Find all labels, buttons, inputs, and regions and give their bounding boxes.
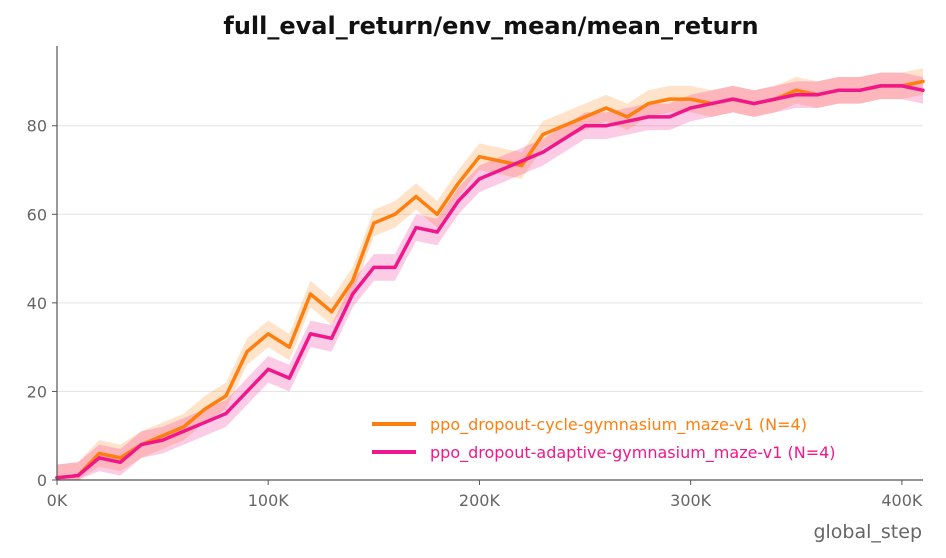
data-point	[604, 124, 608, 128]
y-tick-label: 40	[27, 294, 47, 313]
data-point	[625, 115, 629, 119]
data-point	[541, 150, 545, 154]
legend-label-0: ppo_dropout-cycle-gymnasium_maze-v1 (N=4…	[430, 415, 807, 435]
data-point	[182, 425, 186, 429]
data-point	[667, 115, 672, 119]
data-point	[625, 119, 629, 123]
data-point	[414, 225, 418, 230]
data-point	[118, 456, 122, 460]
y-tick-label: 0	[37, 471, 47, 490]
data-point	[498, 168, 503, 172]
data-point	[245, 349, 249, 354]
chart-title: full_eval_return/env_mean/mean_return	[223, 12, 758, 40]
data-point	[139, 442, 144, 447]
data-point	[351, 292, 355, 296]
data-point	[710, 101, 714, 106]
data-point	[161, 434, 165, 438]
data-point	[245, 389, 249, 394]
y-tick-label: 80	[27, 117, 47, 136]
data-point	[435, 212, 439, 216]
data-point	[118, 460, 122, 464]
data-point	[329, 310, 334, 314]
data-point	[604, 106, 608, 110]
data-point	[520, 163, 524, 168]
data-point	[203, 420, 207, 425]
confidence-bands	[57, 68, 923, 481]
series-lines	[55, 79, 925, 480]
data-point	[97, 456, 101, 460]
data-point	[794, 88, 798, 92]
data-point	[372, 265, 376, 270]
x-tick-label: 300K	[670, 491, 712, 510]
data-point	[879, 84, 883, 88]
data-point	[731, 97, 735, 101]
y-tick-label: 60	[27, 205, 47, 224]
data-point	[97, 451, 101, 456]
data-point	[308, 332, 313, 336]
data-point	[900, 84, 904, 88]
data-point	[224, 411, 228, 416]
grid-lines	[57, 125, 923, 392]
data-point	[308, 292, 313, 296]
x-tick-label: 200K	[459, 491, 501, 510]
data-point	[161, 438, 165, 442]
data-point	[477, 177, 482, 181]
data-point	[646, 115, 651, 119]
x-tick-label: 0K	[47, 491, 68, 510]
legend: ppo_dropout-cycle-gymnasium_maze-v1 (N=4…	[372, 415, 836, 463]
data-point	[414, 194, 418, 199]
data-point	[836, 88, 841, 92]
data-point	[794, 93, 798, 97]
data-point	[921, 79, 925, 84]
data-point	[393, 265, 397, 270]
data-point	[815, 93, 819, 97]
tick-labels: 0 20 40 60 80 0K 100K 200K 300K 400K	[27, 117, 923, 510]
data-point	[583, 124, 587, 128]
legend-label-1: ppo_dropout-adaptive-gymnasium_maze-v1 (…	[430, 443, 836, 463]
data-point	[456, 181, 460, 185]
series-band-1	[57, 72, 923, 481]
data-point	[435, 230, 439, 234]
data-point	[393, 212, 397, 216]
data-point	[266, 332, 270, 336]
data-point	[646, 101, 651, 106]
data-point	[541, 132, 545, 137]
data-point	[477, 155, 482, 159]
x-tick-label: 100K	[248, 491, 290, 510]
data-point	[858, 88, 862, 92]
x-tick-label: 400K	[881, 491, 923, 510]
data-point	[224, 394, 228, 398]
x-axis-label: global_step	[813, 521, 922, 543]
data-point	[583, 115, 587, 119]
data-point	[752, 101, 756, 106]
data-point	[266, 367, 270, 371]
data-point	[329, 336, 334, 340]
data-point	[76, 473, 80, 478]
data-point	[667, 97, 672, 101]
series-line-1	[55, 84, 925, 480]
data-point	[287, 376, 291, 380]
data-point	[287, 345, 291, 349]
data-point	[520, 159, 524, 163]
data-point	[921, 88, 925, 92]
data-point	[203, 407, 207, 411]
data-point	[689, 106, 693, 110]
data-point	[456, 199, 460, 203]
data-point	[562, 124, 566, 128]
data-point	[182, 429, 186, 433]
data-point	[689, 97, 693, 101]
data-point	[372, 221, 376, 225]
series-band-0	[57, 68, 923, 481]
data-point	[773, 97, 777, 101]
data-point	[562, 137, 566, 141]
data-point	[498, 159, 503, 163]
y-tick-label: 20	[27, 382, 47, 401]
data-point	[351, 279, 355, 283]
